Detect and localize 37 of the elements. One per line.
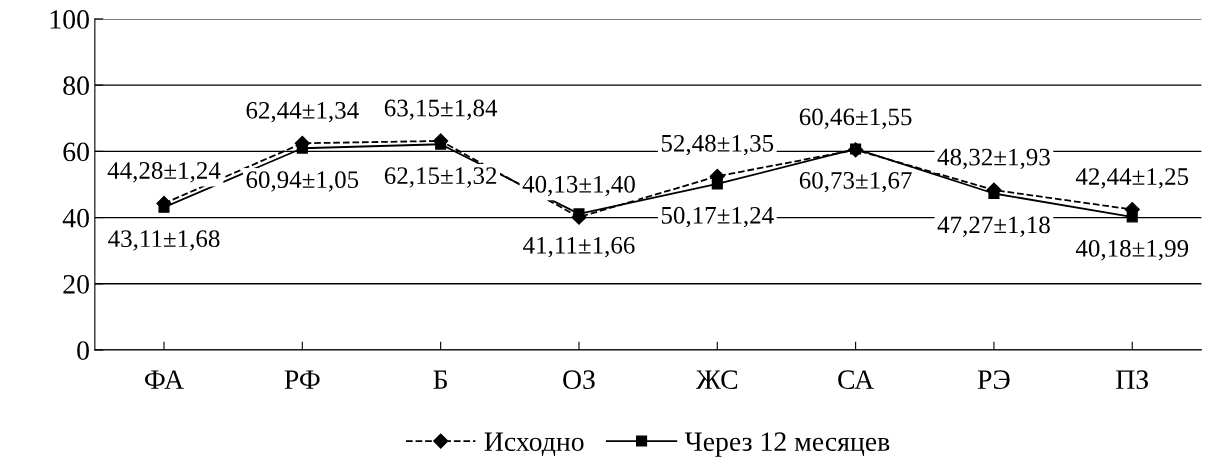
data-label: 42,44±1,25: [1075, 168, 1189, 189]
data-label: 48,32±1,93: [937, 148, 1050, 170]
data-label: 40,13±1,40: [522, 175, 635, 197]
legend-label: Через 12 месяцев: [684, 432, 890, 457]
point: [711, 178, 723, 190]
data-label: 44,28±1,24: [107, 162, 221, 183]
data-label: 63,15±1,84: [384, 99, 498, 121]
data-label: 40,18±1,99: [1075, 239, 1189, 261]
x-tick-label: ЖС: [695, 370, 738, 390]
data-label: 60,46±1,55: [799, 108, 912, 129]
x-tick-label: ОЗ: [563, 370, 595, 390]
x-tick-label: ФА: [145, 370, 184, 389]
data-label: 41,11±1,66: [523, 236, 635, 258]
y-tick-label: 0: [77, 341, 89, 360]
data-label: 60,94±1,05: [246, 171, 359, 192]
x-tick-label: Б: [433, 370, 448, 389]
point: [158, 201, 170, 213]
data-label: 43,11±1,68: [108, 230, 220, 251]
data-label: 47,27±1,18: [937, 216, 1050, 237]
data-label: 62,44±1,34: [246, 101, 359, 123]
y-tick-label: 20: [63, 274, 89, 294]
legend-label: Исходно: [484, 432, 584, 457]
y-tick-label: 40: [62, 208, 89, 228]
point: [573, 208, 585, 220]
x-tick-label: ПЗ: [1116, 370, 1148, 390]
data-label: 50,17±1,24: [661, 206, 774, 228]
point: [435, 138, 447, 150]
data-label: 62,15±1,32: [384, 167, 497, 188]
x-tick-label: РФ: [284, 370, 320, 389]
x-tick-label: РЭ: [977, 370, 1010, 390]
x-tick-label: СА: [838, 370, 874, 390]
y-tick-label: 80: [63, 76, 89, 96]
data-label: 60,73±1,67: [799, 171, 912, 193]
point: [1126, 211, 1138, 223]
y-tick-label: 60: [63, 142, 89, 162]
y-tick-label: 100: [50, 10, 89, 29]
data-label: 52,48±1,35: [661, 134, 774, 156]
